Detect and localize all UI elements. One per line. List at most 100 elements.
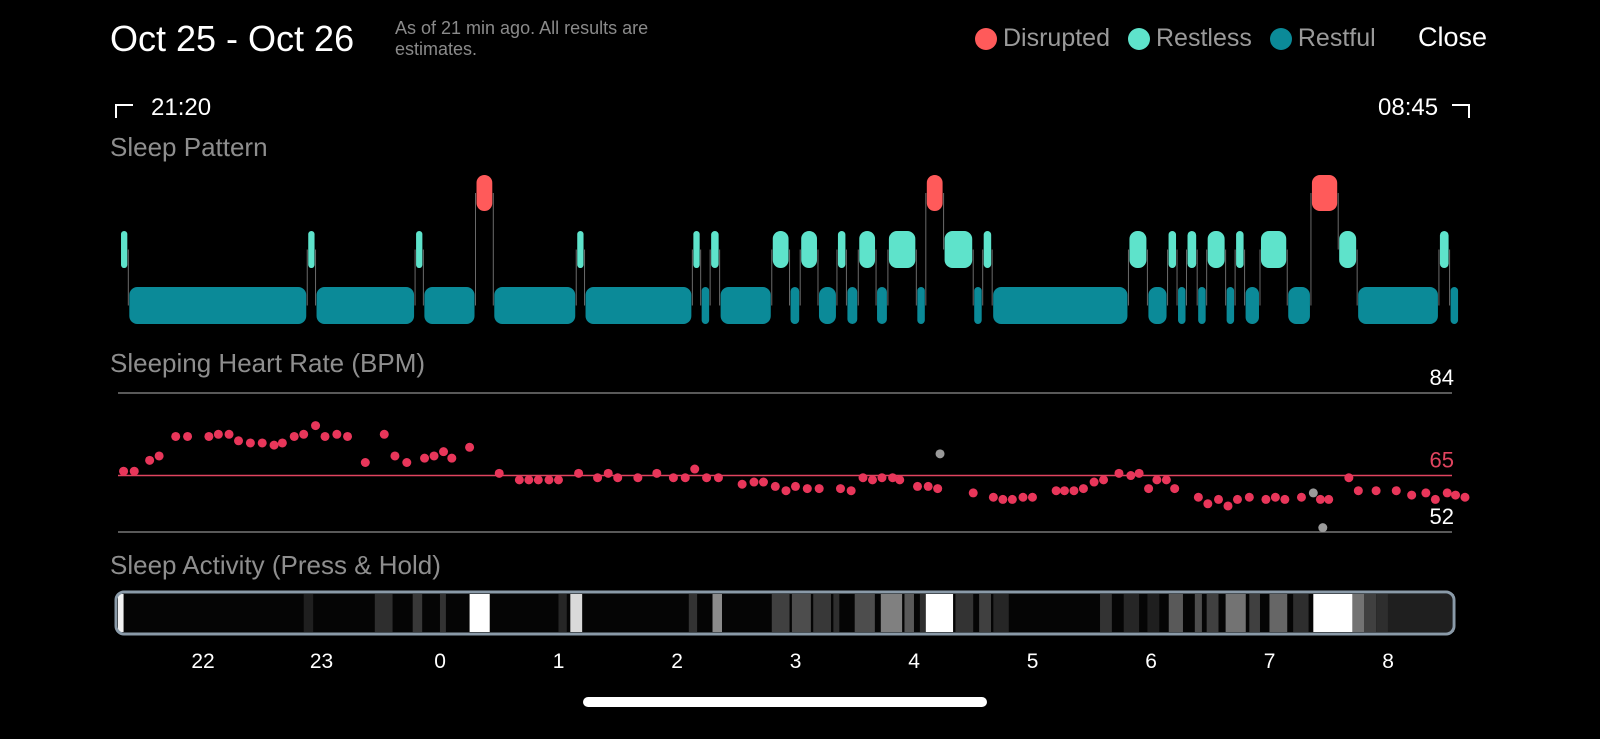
legend-restless: Restless [1128,24,1252,53]
hr-point [1170,484,1180,494]
hr-point [858,473,868,483]
hr-point [204,431,214,441]
hr-reference-label-65: 65 [1430,448,1454,473]
pattern-segment-restful [1450,287,1459,324]
hr-point [154,451,164,461]
activity-cell [904,594,914,632]
x-tick-label: 4 [908,650,920,673]
legend-disrupted-label: Disrupted [1003,24,1110,52]
hr-point [1244,492,1254,502]
pattern-segment-restful [129,287,307,324]
pattern-segment-restful [877,287,887,324]
hr-point [1018,492,1028,502]
hr-point [1430,494,1440,504]
hr-point [1391,486,1401,496]
hr-point [1203,499,1213,509]
home-indicator[interactable] [583,697,987,707]
pattern-segment-restful [585,287,692,324]
x-tick-label: 1 [553,650,565,673]
hr-point [749,477,759,487]
x-tick-label: 5 [1027,650,1039,673]
hr-point [429,451,439,461]
activity-cell [303,594,314,632]
activity-cell [1293,594,1309,632]
hr-point [668,473,678,483]
hr-point [933,484,943,494]
pattern-segment-restful [818,287,836,324]
pattern-segment-restful [1288,287,1310,324]
pattern-segment-restless [888,231,916,268]
close-button[interactable]: Close [1418,22,1488,52]
hr-point [835,484,845,494]
end-bracket-icon [1452,103,1471,118]
hr-point [1152,475,1162,485]
hr-point [343,431,353,441]
activity-cell [688,594,698,632]
hr-point [1324,494,1334,504]
hr-point [1027,492,1037,502]
date-range-title: Oct 25 - Oct 26 [110,18,355,59]
hr-point [988,492,998,502]
activity-cell [955,594,974,632]
hr-point [360,458,370,467]
hr-point [846,486,856,496]
hr-point [574,468,584,478]
pattern-segment-restless [1207,231,1225,268]
hr-point [702,473,712,483]
hr-point [1078,484,1088,494]
hr-point [1442,488,1452,498]
pattern-segment-restful [917,287,925,324]
activity-cell [1269,594,1288,632]
hr-point [1451,490,1461,500]
heart-rate-heading: Sleeping Heart Rate (BPM) [110,348,426,378]
hr-point [311,421,321,431]
hr-point [514,475,524,485]
pattern-segment-restless [711,231,719,268]
activity-cell [1147,594,1160,632]
hr-reference-label-84: 84 [1430,365,1454,390]
hr-point [183,431,193,441]
activity-cell [813,594,832,632]
legend-restful: Restful [1269,24,1376,53]
hr-point [171,431,181,441]
hr-point [1126,471,1136,481]
pattern-segment-disrupted [476,175,493,211]
legend: Disrupted Restless Restful [975,24,1394,53]
pattern-segment-restless [693,231,700,268]
pattern-segment-restless [837,231,846,268]
hr-point [1280,494,1290,504]
hr-point [420,453,430,463]
hr-point [633,473,643,483]
activity-cell [833,594,840,632]
hr-point [1261,494,1271,504]
hr-point [1114,468,1124,478]
x-tick-label: 0 [434,650,446,673]
hr-point [802,484,812,494]
pattern-segment-restless [577,231,584,268]
hr-point [277,438,287,448]
pattern-segment-restless [1260,231,1287,268]
hr-point [888,473,898,483]
pattern-segment-restful [1245,287,1259,324]
disrupted-swatch [975,27,997,50]
range-end-label: 08:45 [1378,94,1439,121]
hr-point [1460,492,1470,502]
activity-cell [993,594,1009,632]
activity-cell [1168,594,1183,632]
pattern-segment-restless [1439,231,1449,268]
pattern-segment-restless [983,231,992,268]
hr-point [332,429,342,439]
hr-point [713,473,723,483]
range-end: 08:45 [1378,94,1471,122]
pattern-segment-restless [1236,231,1244,268]
hr-point [494,468,504,478]
hr-point [790,481,800,491]
hr-point [234,436,244,446]
pattern-segment-restful [974,287,982,324]
hr-point [1144,484,1154,494]
pattern-segment-restless [121,231,128,268]
pattern-segment-restful [1178,287,1186,324]
activity-cell [1364,594,1377,632]
hr-point [439,447,449,457]
